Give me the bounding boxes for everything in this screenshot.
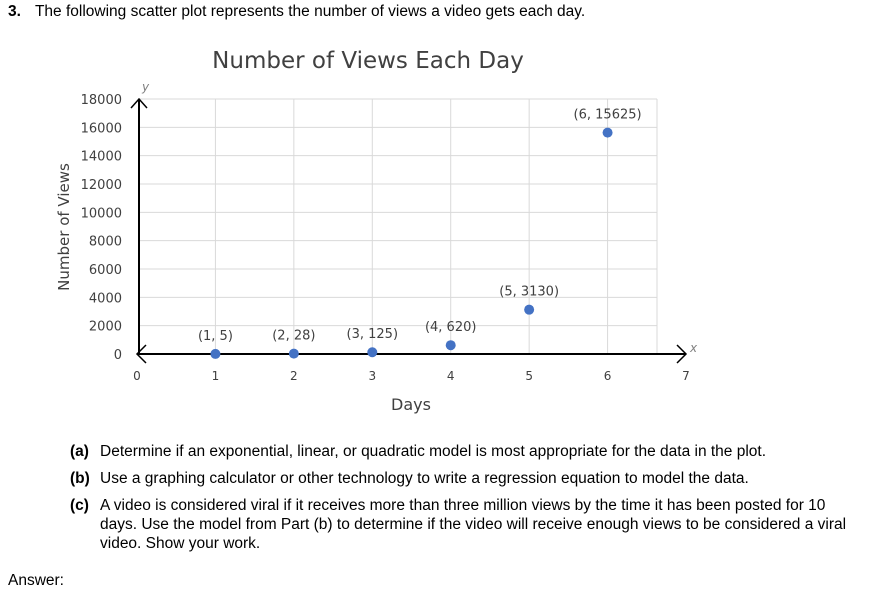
question-header: 3. The following scatter plot represents … [8, 3, 585, 21]
y-tick-label: 10000 [81, 206, 122, 221]
x-tick-label: 5 [525, 369, 533, 383]
y-axis-arrow [130, 97, 148, 109]
scatter-chart: Number of Views Each Day 0 2000 4000 6000 800… [55, 48, 698, 414]
question-number: 3. [8, 3, 21, 20]
y-tick-label: 18000 [81, 93, 122, 108]
x-tick-label: 7 [682, 369, 690, 383]
part-a-label: (a) [70, 443, 89, 460]
part-b: (b) Use a graphing calculator or other t… [70, 469, 860, 488]
y-tick-label: 12000 [81, 178, 122, 193]
part-a-text: Determine if an exponential, linear, or … [100, 443, 767, 460]
answer-label: Answer: [8, 572, 64, 589]
chart-title: Number of Views Each Day [212, 48, 524, 74]
part-c-text: A video is considered viral if it receiv… [100, 497, 847, 552]
data-point [288, 348, 299, 359]
question-parts: (a) Determine if an exponential, linear,… [70, 442, 860, 561]
part-a: (a) Determine if an exponential, linear,… [70, 442, 860, 461]
data-label: (6, 15625) [574, 108, 642, 123]
data-label: (1, 5) [198, 329, 233, 344]
y-tick-label: 16000 [81, 121, 122, 136]
y-axis-title: Number of Views [55, 163, 73, 291]
x-axis-left-arrow [135, 344, 147, 364]
data-point [602, 127, 613, 138]
data-point [210, 348, 221, 359]
y-axis-arrow-label: y [141, 80, 150, 94]
x-tick-label: 4 [447, 369, 455, 383]
x-axis-right-arrow [676, 344, 688, 364]
data-label: (2, 28) [272, 329, 315, 344]
data-point [367, 347, 378, 358]
data-label: (5, 3130) [499, 285, 559, 300]
x-tick-label: 1 [212, 369, 220, 383]
y-tick-label: 2000 [89, 320, 122, 335]
y-tick-label: 0 [114, 348, 122, 363]
x-axis-arrow-label: x [689, 341, 698, 355]
part-b-label: (b) [70, 470, 90, 487]
x-tick-label: 2 [290, 369, 298, 383]
x-axis-title: Days [391, 395, 431, 414]
y-tick-label: 6000 [89, 263, 122, 278]
question-text: The following scatter plot represents th… [34, 3, 586, 20]
x-tick-label: 3 [368, 369, 376, 383]
data-label: (3, 125) [347, 327, 399, 342]
y-tick-label: 4000 [89, 291, 122, 306]
data-label: (4, 620) [425, 320, 477, 335]
x-tick-label: 6 [604, 369, 612, 383]
part-c: (c) A video is considered viral if it re… [70, 496, 860, 553]
y-tick-label: 8000 [89, 235, 122, 250]
x-tick-label: 0 [133, 369, 141, 383]
part-c-label: (c) [70, 497, 89, 514]
y-tick-label: 14000 [81, 150, 122, 165]
data-point [524, 304, 535, 315]
part-b-text: Use a graphing calculator or other techn… [100, 470, 749, 487]
data-point [445, 340, 456, 351]
